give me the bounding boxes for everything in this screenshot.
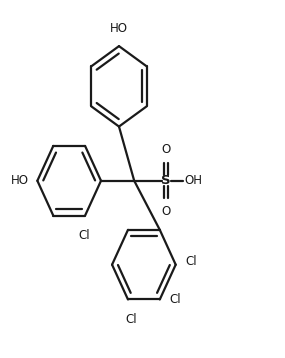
Text: Cl: Cl xyxy=(170,293,181,306)
Text: O: O xyxy=(161,205,171,218)
Text: HO: HO xyxy=(110,22,128,35)
Text: OH: OH xyxy=(185,174,203,187)
Text: Cl: Cl xyxy=(78,229,89,242)
Text: Cl: Cl xyxy=(185,255,197,268)
Text: HO: HO xyxy=(11,174,29,187)
Text: S: S xyxy=(161,174,171,187)
Text: O: O xyxy=(161,143,171,156)
Text: Cl: Cl xyxy=(125,314,137,326)
